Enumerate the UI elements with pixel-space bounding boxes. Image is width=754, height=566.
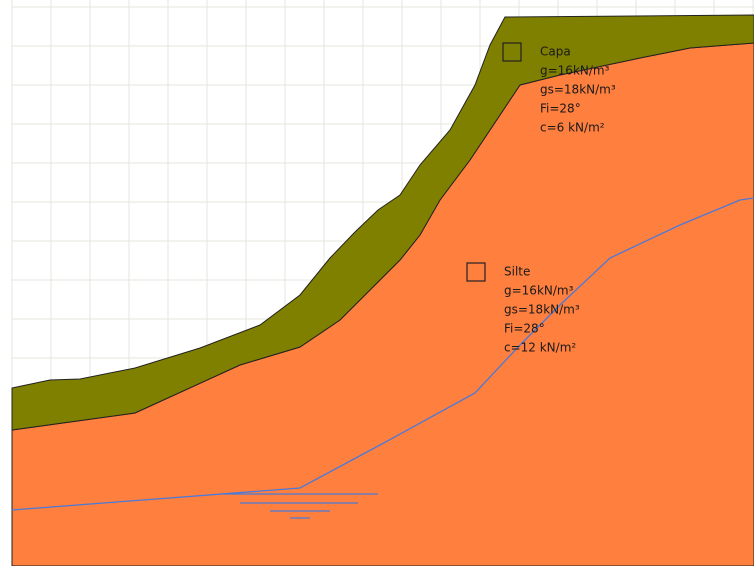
layer-property: g=16kN/m³ bbox=[540, 64, 610, 78]
top-layer bbox=[11, 14, 754, 431]
layer-property: Fi=28° bbox=[540, 102, 581, 116]
layer-name: Capa bbox=[540, 45, 571, 59]
layer-property: c=6 kN/m² bbox=[540, 121, 605, 135]
layer-property: Fi=28° bbox=[504, 322, 545, 336]
water-table bbox=[11, 197, 754, 511]
layer-property: gs=18kN/m³ bbox=[540, 83, 616, 97]
water-symbol bbox=[222, 493, 378, 519]
layer-property: c=12 kN/m² bbox=[504, 341, 576, 355]
layer-property: g=16kN/m³ bbox=[504, 284, 574, 298]
silt-layer bbox=[11, 42, 754, 566]
layer-name: Silte bbox=[504, 265, 530, 279]
layer-marker bbox=[466, 262, 486, 282]
layer-marker bbox=[502, 42, 522, 62]
layer-property: gs=18kN/m³ bbox=[504, 303, 580, 317]
